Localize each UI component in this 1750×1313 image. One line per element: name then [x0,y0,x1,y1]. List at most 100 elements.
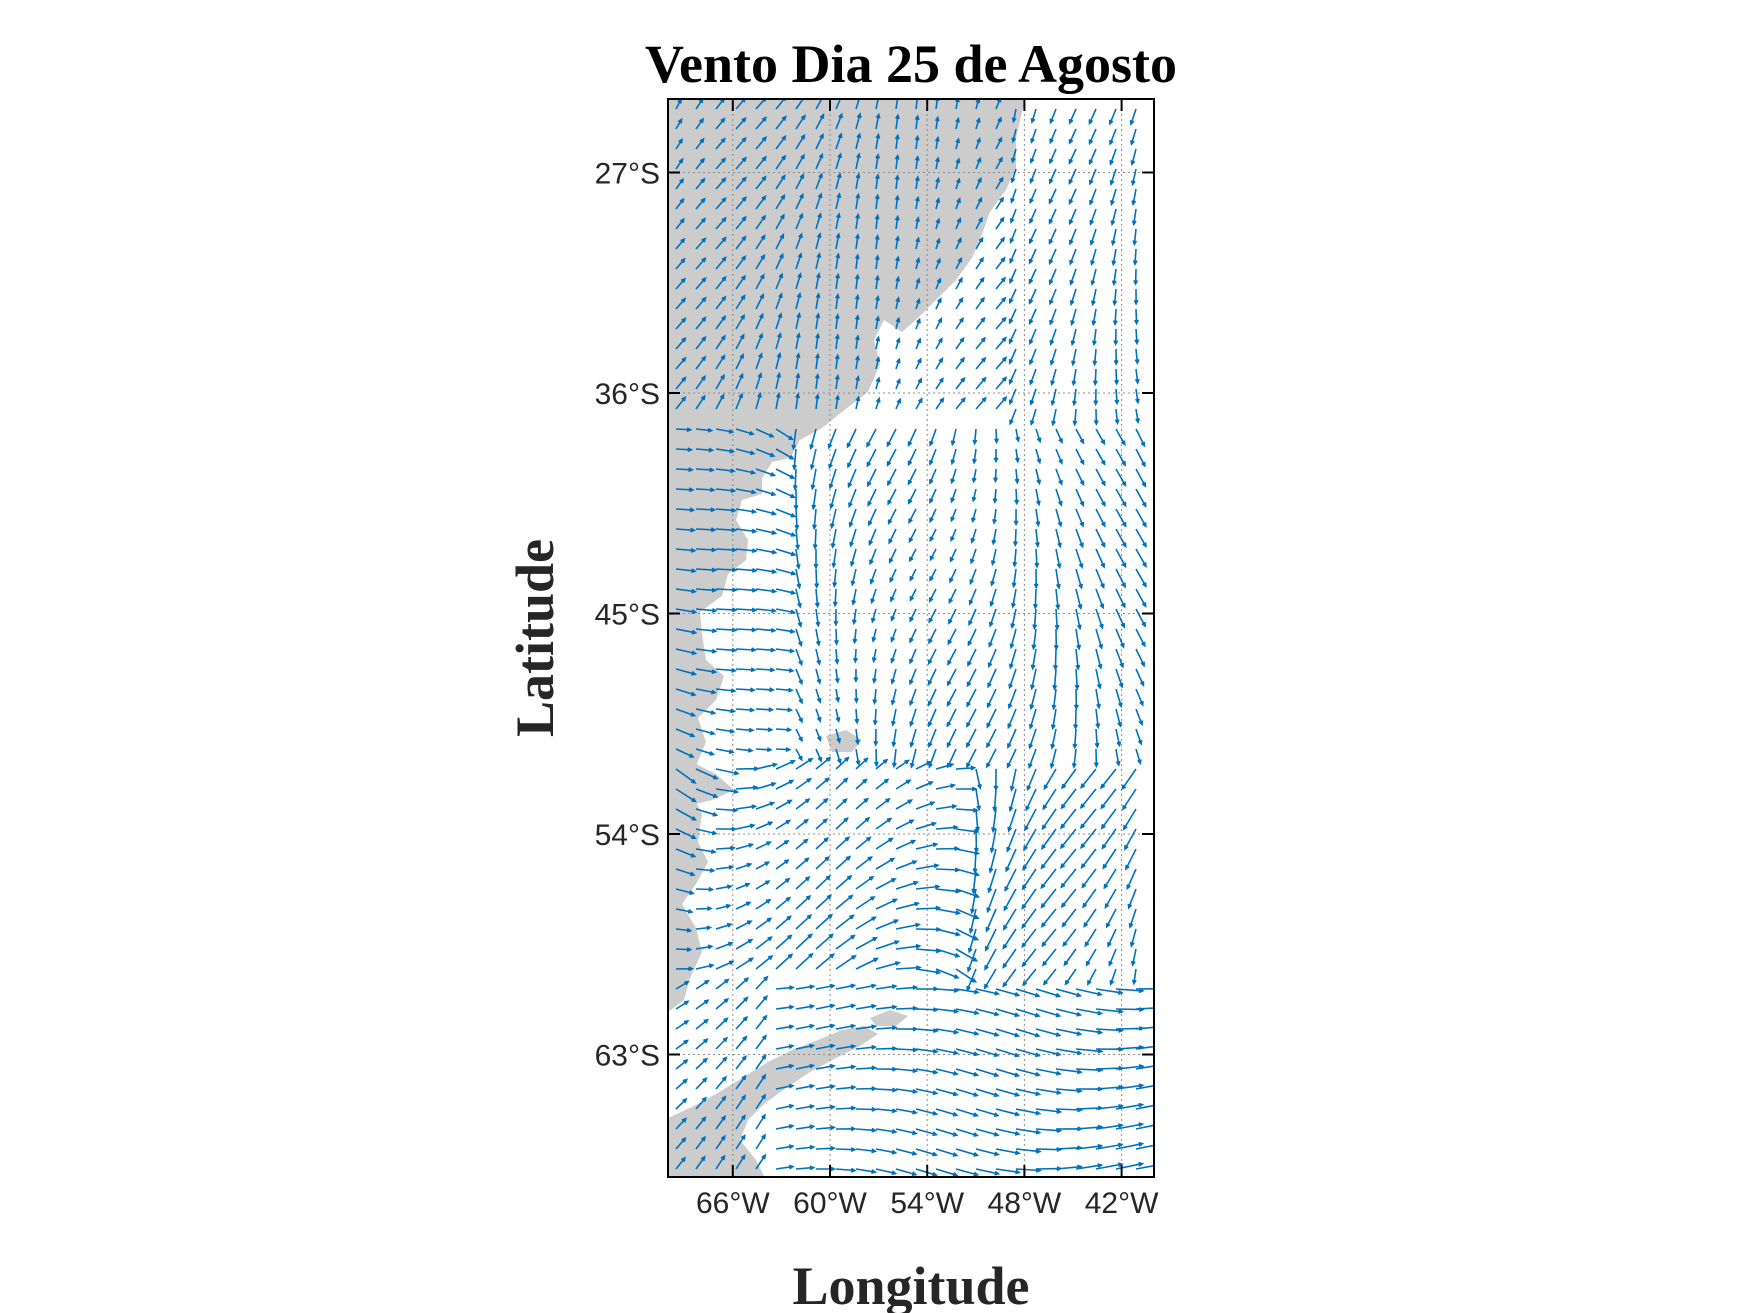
wind-vector [955,1028,980,1036]
wind-vector [1134,368,1140,385]
wind-vector [735,488,757,495]
wind-vector [1060,868,1077,889]
wind-vector [715,1056,728,1070]
wind-vector [815,894,833,910]
wind-vector [935,1008,960,1014]
wind-vector [894,133,900,150]
wind-vector [855,1168,878,1174]
wind-vector [775,371,782,390]
wind-vector [835,172,842,190]
wind-vector [695,296,707,310]
wind-vector [1060,788,1077,810]
wind-vector [875,1087,898,1093]
wind-vector [835,1126,857,1132]
wind-vector [675,927,693,933]
wind-vector [1109,168,1117,186]
wind-vector [895,880,920,890]
wind-vector [735,843,755,850]
wind-vector [755,627,777,633]
wind-vector [755,975,769,990]
wind-vector [871,628,877,643]
wind-vector [775,915,792,930]
wind-vector [1129,928,1137,948]
wind-vector [1095,708,1101,730]
wind-vector [755,841,772,850]
plot-area [668,99,1154,1177]
wind-vector [814,568,820,589]
wind-vector [735,468,757,475]
wind-vector [955,356,966,370]
wind-vector [735,627,758,633]
wind-vector [1080,828,1097,850]
wind-vector [755,1053,767,1070]
wind-vector [695,467,716,473]
wind-vector [695,886,715,892]
wind-vector [1075,588,1083,611]
wind-vector [870,608,877,624]
wind-vector [915,337,922,350]
wind-vector [1121,768,1137,791]
wind-vector [829,488,837,510]
wind-vector [1029,368,1037,386]
wind-vector [1009,248,1017,265]
wind-vector [675,888,695,895]
wind-vector [735,235,747,250]
wind-vector [969,548,977,565]
wind-vector [1109,148,1117,166]
wind-vector [775,332,782,350]
wind-vector [811,488,817,511]
wind-vector [855,855,873,870]
wind-vector [1115,1122,1145,1130]
wind-vector [915,781,934,790]
wind-vector [695,1076,708,1090]
wind-vector [795,272,802,290]
wind-vector [675,447,694,453]
wind-vector [1071,748,1077,769]
wind-vector [715,884,733,890]
wind-vector [995,296,1007,310]
wind-vector [955,157,961,170]
wind-vector [855,836,872,850]
wind-vector [986,888,997,914]
wind-vector [1115,688,1123,709]
wind-vector [775,1083,795,1090]
wind-vector [1088,148,1097,166]
wind-vector [967,948,977,973]
wind-vector [1021,868,1037,891]
wind-vector [1013,508,1019,527]
wind-vector [735,567,758,573]
wind-vector [1075,988,1103,997]
wind-vector [834,668,840,684]
wind-vector [735,1094,747,1110]
wind-vector [1007,728,1017,749]
wind-vector [775,508,797,518]
wind-vector [975,1028,1000,1037]
wind-vector [907,448,917,467]
wind-vector [1095,1103,1125,1110]
wind-vector [914,175,920,190]
wind-vector [909,588,917,602]
wind-vector [1007,708,1017,730]
wind-vector [735,274,746,290]
wind-vector [995,276,1007,290]
wind-vector [1048,188,1057,205]
wind-vector [735,1134,746,1150]
wind-vector [795,838,809,850]
wind-vector [695,1155,706,1170]
wind-vector [735,1054,747,1070]
wind-vector [795,933,813,950]
wind-vector [715,393,725,410]
wind-vector [695,394,706,410]
wind-vector [935,846,960,852]
wind-vector [1055,488,1063,507]
wind-vector [1130,948,1137,967]
wind-vector [935,257,941,270]
wind-vector [855,1106,878,1112]
wind-vector [815,352,820,370]
wind-vector [895,113,900,130]
wind-vector [975,117,981,130]
wind-vector [815,1023,836,1030]
wind-vector [1035,428,1042,444]
wind-vector [1075,568,1083,590]
wind-vector [755,253,766,270]
